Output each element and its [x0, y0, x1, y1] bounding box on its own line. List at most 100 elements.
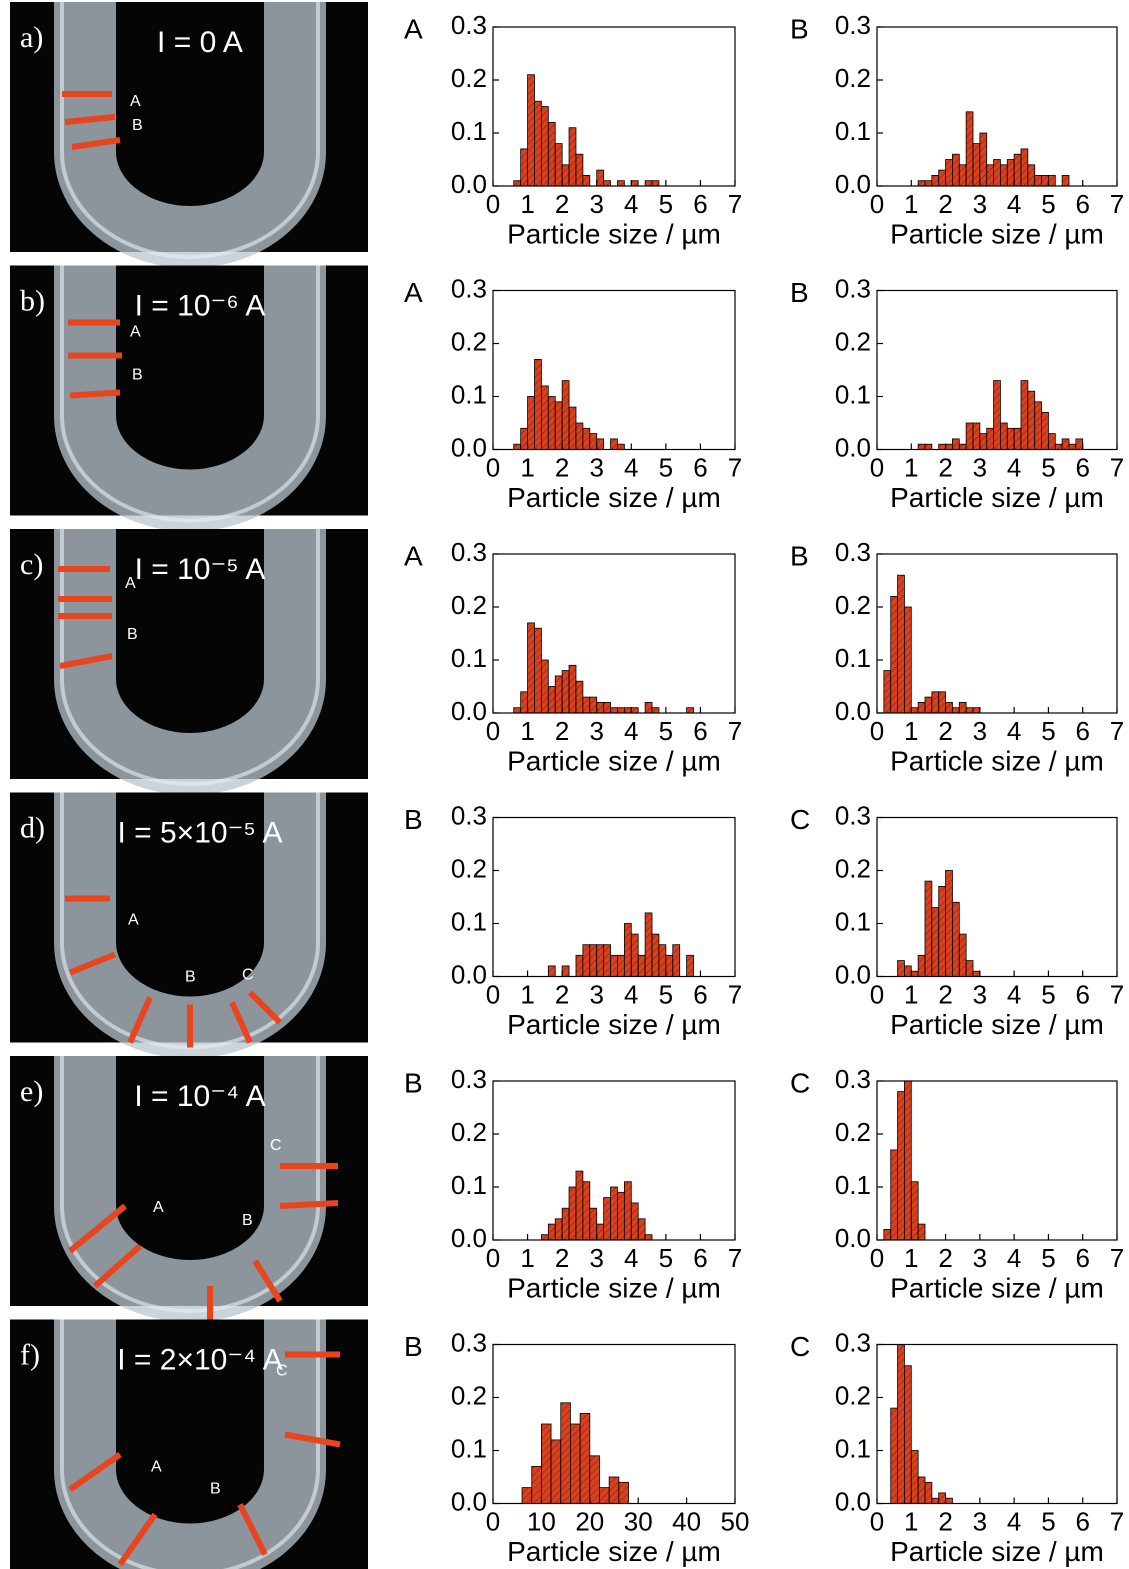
x-tick-label: 1	[904, 1243, 918, 1273]
x-axis-label: Particle size / µm	[890, 745, 1104, 776]
bar-hatch	[617, 955, 625, 977]
bar-hatch	[575, 1171, 583, 1240]
plot-frame	[492, 816, 736, 978]
bar-hatch	[603, 944, 611, 977]
zone-boundary	[69, 389, 121, 399]
bar-hatch	[938, 444, 946, 450]
x-tick-label: 7	[1110, 1243, 1124, 1273]
y-tick-label: 0.3	[451, 800, 487, 830]
panel-label: a)	[20, 21, 43, 54]
x-tick-label: 6	[693, 452, 707, 482]
bar-hatch	[1021, 380, 1028, 450]
y-tick-label: 0.2	[835, 326, 871, 356]
u-tube-highlight	[60, 529, 320, 786]
bar-hatch	[1041, 175, 1049, 186]
bar-hatch	[610, 955, 618, 977]
bar-hatch	[959, 702, 967, 713]
zone-label: B	[242, 1212, 253, 1229]
bar-hatch	[966, 960, 973, 977]
y-tick-label: 0.2	[451, 1117, 487, 1147]
bar-hatch	[624, 923, 632, 977]
bar-hatch	[938, 170, 946, 186]
y-tick-label: 0.2	[835, 853, 871, 883]
u-tube-highlight	[60, 265, 320, 523]
y-tick-label: 0.1	[835, 379, 871, 409]
bar-hatch	[966, 423, 973, 450]
bar-hatch	[618, 1482, 629, 1504]
plot-frame	[492, 26, 736, 187]
zone-label: B	[127, 626, 138, 643]
x-axis-label: Particle size / µm	[890, 1536, 1104, 1567]
x-tick-label: 0	[870, 1243, 884, 1273]
bar-hatch	[527, 622, 535, 713]
x-tick-label: 6	[1075, 979, 1089, 1009]
bar-hatch	[945, 159, 953, 186]
y-tick-label: 0.3	[835, 1064, 871, 1094]
x-tick-label: 5	[1041, 452, 1055, 482]
bar-hatch	[986, 164, 994, 186]
y-tick-label: 0.3	[835, 1327, 871, 1357]
x-tick-label: 4	[1007, 452, 1021, 482]
plot-frame	[876, 816, 1118, 978]
bar-hatch	[645, 1234, 653, 1240]
panel-letter: B	[790, 540, 809, 571]
bar-hatch	[959, 164, 967, 186]
panel-label: b)	[20, 284, 45, 317]
bar-hatch	[596, 702, 604, 713]
zone-label: A	[130, 324, 141, 341]
bar-hatch	[918, 1224, 925, 1240]
zone-boundary	[93, 1243, 142, 1289]
current-label: I = 10⁻⁴ A	[134, 1080, 265, 1113]
bar-hatch	[548, 686, 556, 713]
bar-hatch	[603, 1197, 611, 1240]
x-tick-label: 1	[904, 716, 918, 746]
panel-letter: B	[404, 1331, 423, 1362]
x-tick-label: 6	[693, 1243, 707, 1273]
bar-hatch	[658, 944, 666, 977]
x-tick-label: 4	[624, 452, 638, 482]
zone-label: A	[153, 1199, 164, 1216]
bar-hatch	[890, 1149, 898, 1240]
bar-hatch	[562, 380, 570, 450]
x-tick-label: 30	[624, 1506, 653, 1536]
bar-hatch	[520, 691, 528, 713]
y-tick-label: 0.3	[451, 10, 487, 40]
bar-hatch	[931, 907, 939, 977]
bar-hatch	[904, 965, 912, 977]
bar-hatch	[534, 359, 542, 450]
current-label: I = 10⁻⁵ A	[135, 553, 266, 586]
x-tick-label: 6	[693, 979, 707, 1009]
y-tick-label: 0.0	[451, 169, 487, 199]
y-tick-label: 0.2	[451, 63, 487, 93]
bar-hatch	[952, 154, 960, 186]
x-tick-label: 5	[1041, 1243, 1055, 1273]
y-tick-label: 0.1	[451, 1170, 487, 1200]
plot-frame	[492, 289, 736, 451]
x-tick-label: 3	[589, 716, 603, 746]
bar-hatch	[938, 886, 946, 977]
panel-label: f)	[20, 1338, 40, 1371]
y-tick-label: 0.3	[835, 10, 871, 40]
bar-hatch	[624, 1181, 632, 1240]
x-tick-label: 40	[672, 1506, 701, 1536]
x-tick-label: 4	[1007, 979, 1021, 1009]
bar-hatch	[569, 127, 576, 186]
x-axis-label: Particle size / µm	[890, 482, 1104, 513]
bar-hatch	[589, 1455, 600, 1504]
x-tick-label: 4	[1007, 1506, 1021, 1536]
panel-letter: C	[790, 1331, 810, 1362]
x-tick-label: 6	[1075, 716, 1089, 746]
bar-hatch	[1069, 444, 1076, 450]
y-tick-label: 0.3	[451, 1064, 487, 1094]
bar-hatch	[1062, 175, 1069, 186]
x-tick-label: 3	[973, 979, 987, 1009]
x-tick-label: 3	[589, 189, 603, 219]
bar-hatch	[993, 380, 1001, 450]
bar-hatch	[582, 697, 590, 713]
bar-hatch	[575, 423, 583, 450]
x-tick-label: 4	[624, 979, 638, 1009]
x-tick-label: 50	[721, 1506, 750, 1536]
x-tick-label: 7	[728, 452, 742, 482]
bar-hatch	[911, 707, 919, 713]
bar-hatch	[652, 707, 659, 713]
